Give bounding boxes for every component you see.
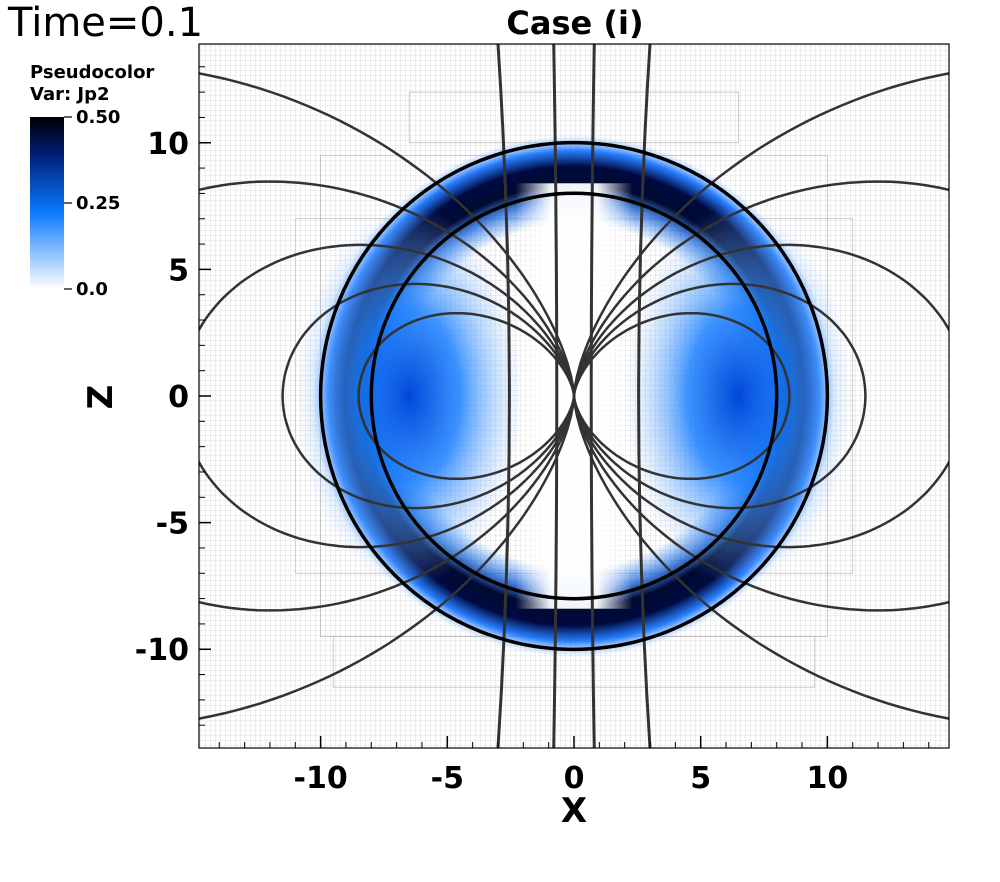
colorbar: 0.50 0.25 0.0 <box>30 107 120 300</box>
y-tick-label: 0 <box>168 380 189 415</box>
plot-title: Case (i) <box>506 4 644 42</box>
field-line-open <box>496 44 511 748</box>
y-tick-label: -10 <box>135 633 189 668</box>
colorbar-tick-label: 0.0 <box>76 279 108 300</box>
time-label: Time=0.1 <box>8 0 204 46</box>
y-tick-label: 10 <box>147 127 189 162</box>
field-line <box>572 72 949 720</box>
y-axis: 10 5 0 -5 -10 <box>135 127 211 668</box>
inner-boundary-circle <box>369 191 779 601</box>
colorbar-tick-label: 0.25 <box>76 193 120 214</box>
field-line <box>572 243 949 549</box>
field-line <box>572 282 867 510</box>
field-line <box>199 72 576 720</box>
x-tick-label: 10 <box>807 761 849 796</box>
x-axis-label: X <box>561 791 587 831</box>
legend-title-line2: Var: Jp2 <box>30 84 110 105</box>
field-line <box>199 243 576 549</box>
y-tick-label: 5 <box>168 253 189 288</box>
field-line <box>572 311 791 481</box>
x-tick-label: 5 <box>690 761 711 796</box>
heatmap-field <box>295 135 853 657</box>
minor-ticks <box>199 66 930 748</box>
y-axis-label: Z <box>81 385 121 410</box>
colorbar-gradient <box>30 117 64 289</box>
y-tick-label: -5 <box>156 507 189 542</box>
current-lobe-right <box>624 206 853 586</box>
central-gap <box>515 183 633 609</box>
field-line <box>572 180 949 612</box>
colorbar-ticks: 0.50 0.25 0.0 <box>64 107 120 300</box>
legend-title-line1: Pseudocolor <box>30 62 155 83</box>
field-line <box>357 311 576 481</box>
current-lobe-left <box>295 206 524 586</box>
colorbar-tick-label: 0.50 <box>76 107 120 128</box>
outer-boundary-circle <box>318 140 830 652</box>
field-line-open <box>637 44 652 748</box>
boundaries <box>318 140 830 652</box>
legend-title: Pseudocolor Var: Jp2 <box>30 62 154 106</box>
x-tick-label: -5 <box>431 761 464 796</box>
field-line <box>199 180 576 612</box>
field-line <box>281 282 576 510</box>
x-tick-label: 0 <box>564 761 585 796</box>
x-tick-label: -10 <box>294 761 348 796</box>
